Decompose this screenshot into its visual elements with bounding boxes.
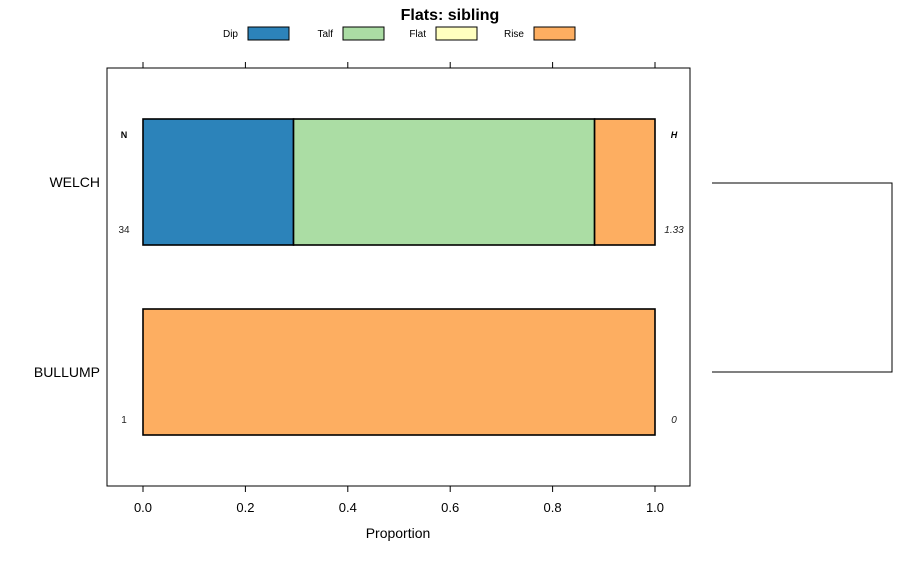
h-header: H — [671, 130, 678, 140]
legend-label-flat: Flat — [409, 29, 426, 40]
x-tick-label: 1.0 — [646, 500, 664, 515]
bars: WELCH N H 34 1.33 BULLUMP 1 0 — [34, 118, 684, 436]
plot-frame — [106, 67, 691, 487]
chart-title: Flats: sibling — [401, 7, 500, 24]
legend-swatch-dip — [247, 26, 290, 41]
legend-label-rise: Rise — [504, 29, 524, 40]
x-axis: 0.0 0.2 0.4 0.6 0.8 1.0 — [134, 62, 664, 515]
bar-welch-rise — [593, 118, 656, 246]
bar-bullump-rise — [142, 308, 656, 436]
legend-label-talf: Talf — [317, 29, 333, 40]
n-value: 1 — [121, 415, 127, 426]
n-header: N — [121, 130, 128, 140]
x-tick-label: 0.2 — [236, 500, 254, 515]
x-tick-label: 0.8 — [544, 500, 562, 515]
x-tick-label: 0.4 — [339, 500, 357, 515]
x-axis-label: Proportion — [366, 525, 431, 541]
h-value: 0 — [671, 415, 677, 426]
legend-swatch-talf — [342, 26, 385, 41]
y-category-label: BULLUMP — [34, 364, 100, 380]
x-tick-label: 0.6 — [441, 500, 459, 515]
bar-welch-talf — [292, 118, 596, 246]
legend-swatch-flat — [435, 26, 478, 41]
x-tick-label: 0.0 — [134, 500, 152, 515]
bar-welch-dip — [142, 118, 295, 246]
legend-swatch-rise — [533, 26, 576, 41]
y-category-label: WELCH — [49, 174, 100, 190]
n-value: 34 — [118, 225, 130, 236]
dendrogram — [712, 182, 893, 373]
legend-label-dip: Dip — [223, 29, 238, 40]
h-value: 1.33 — [664, 225, 684, 236]
legend: Dip Talf Flat Rise — [223, 26, 576, 41]
